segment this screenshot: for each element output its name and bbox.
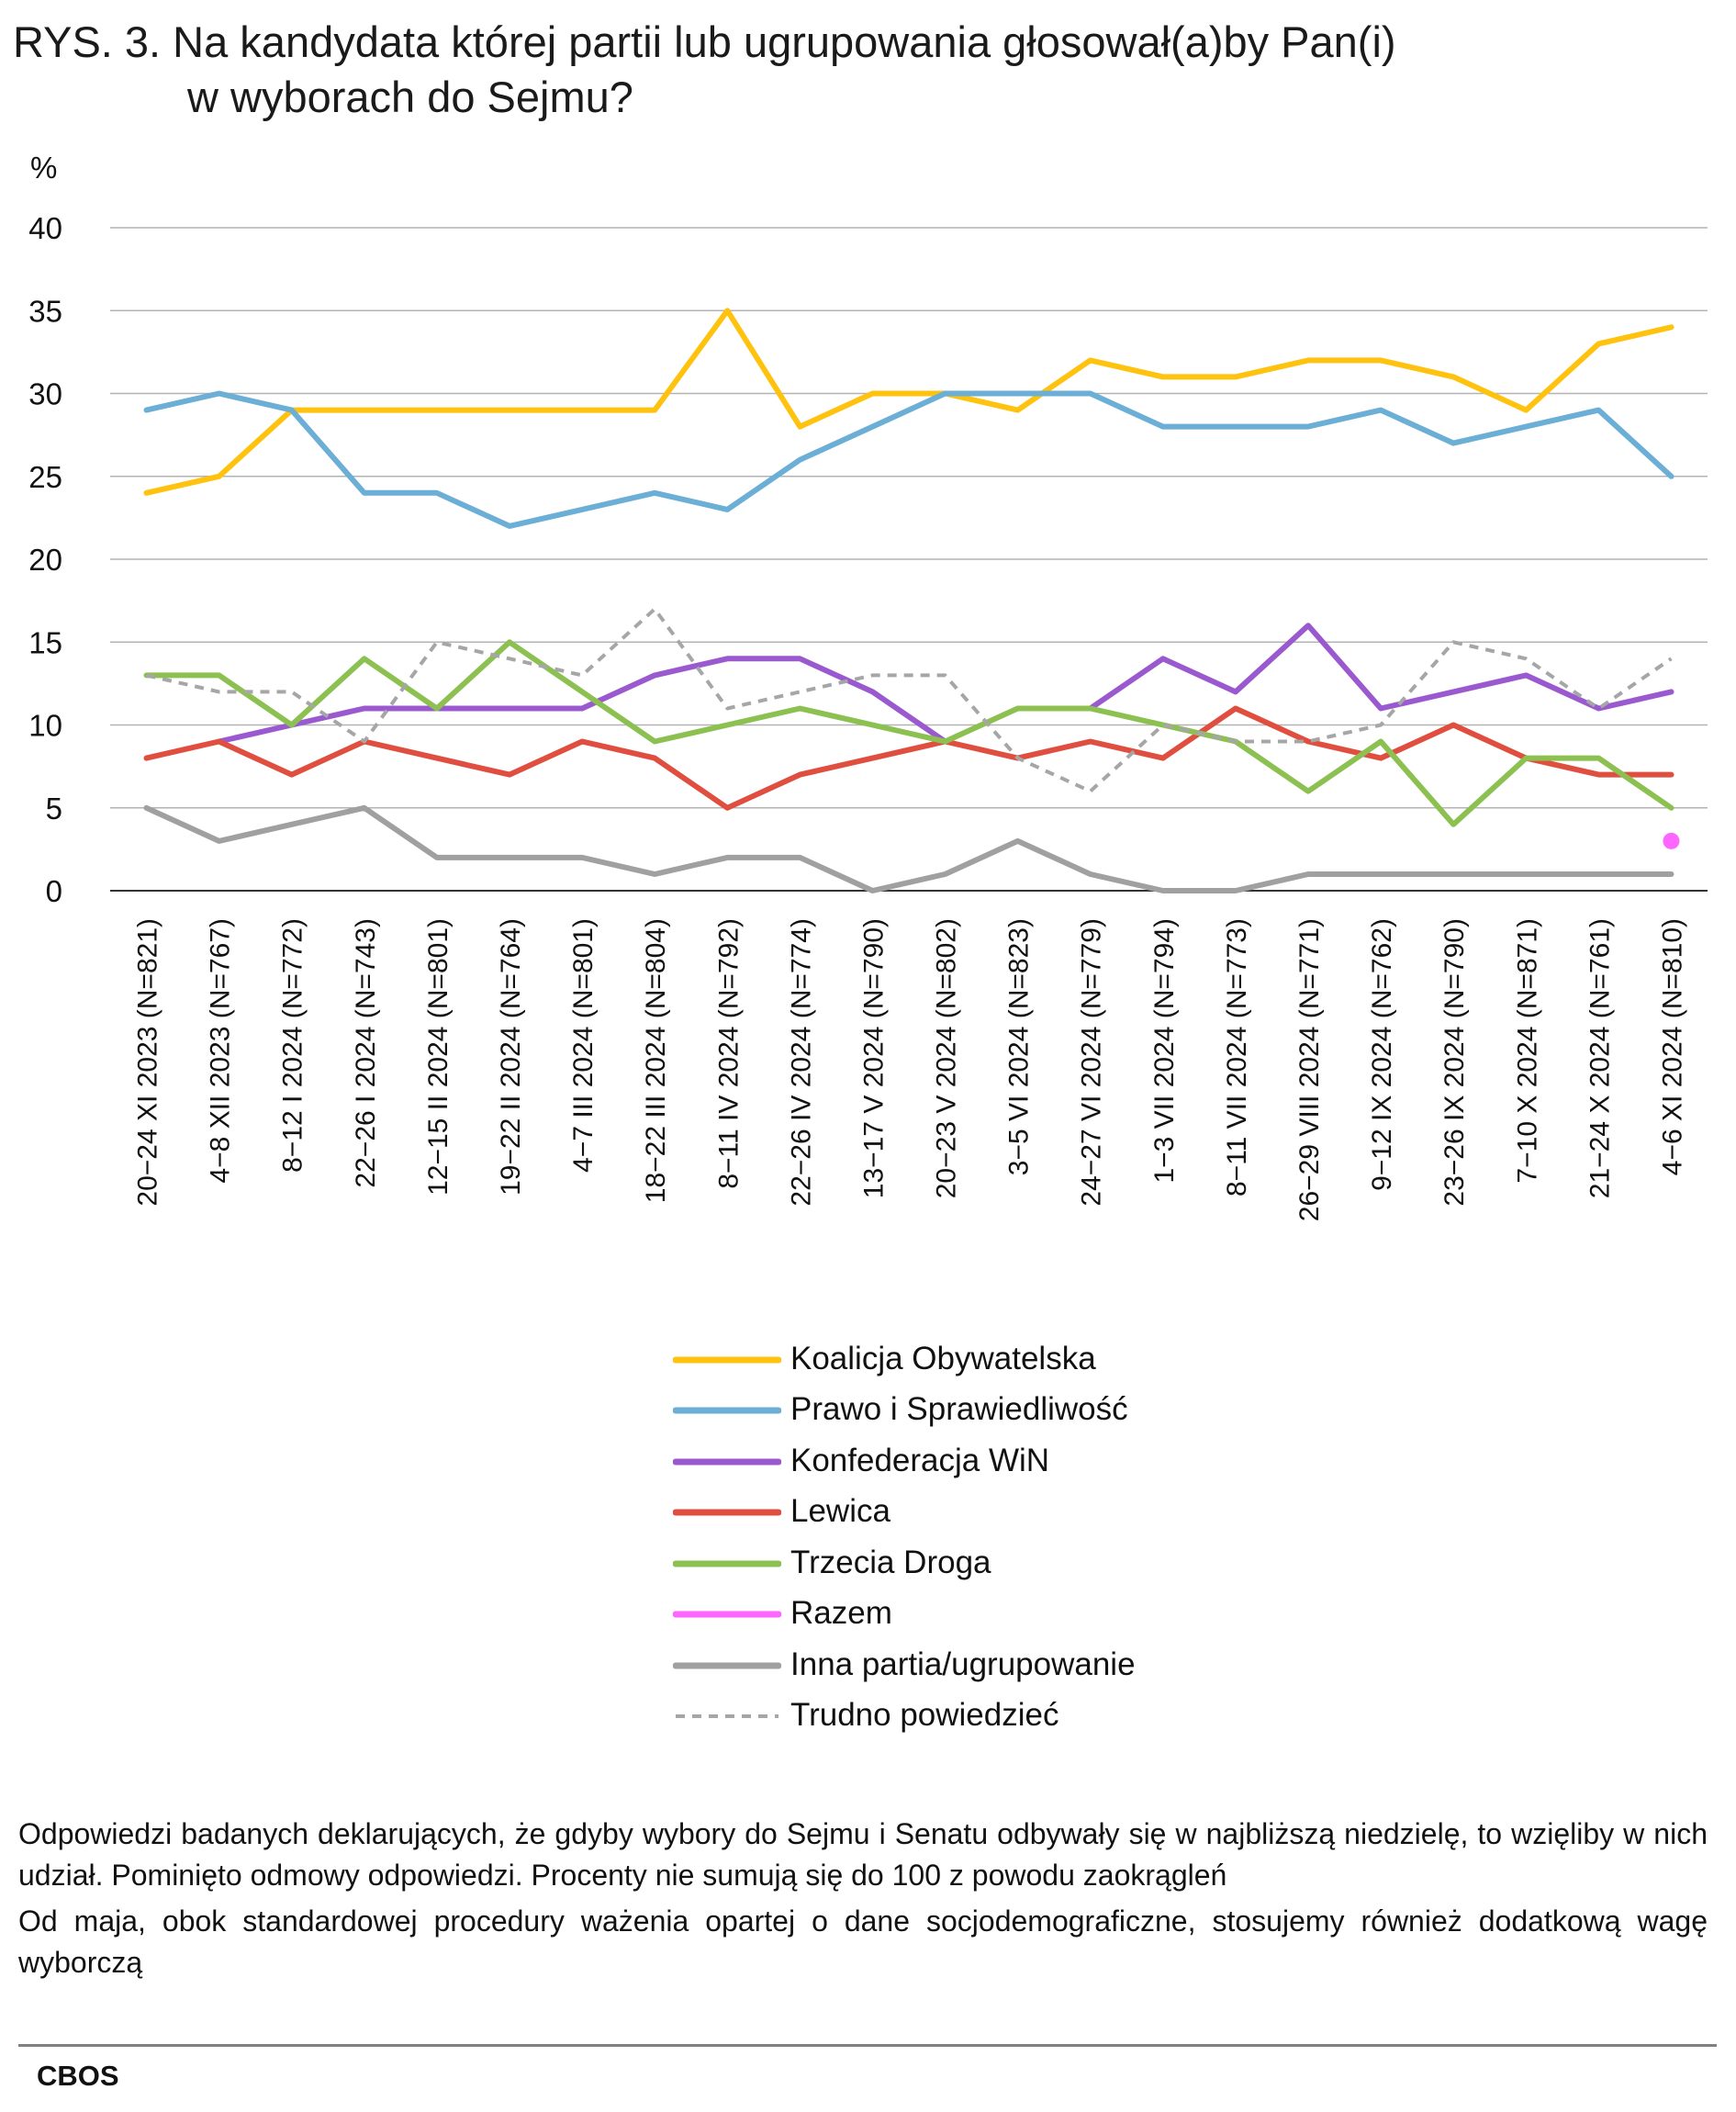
legend-swatch (673, 1356, 781, 1364)
x-tick-label: 24−27 VI 2024 (N=779) (1077, 918, 1107, 1207)
y-tick-label: 0 (46, 874, 62, 908)
x-tick-label: 4−7 III 2024 (N=801) (568, 918, 599, 1173)
series-koalicja-obywatelska (143, 308, 1674, 496)
x-tick-label: 3−5 VI 2024 (N=823) (1004, 918, 1035, 1175)
y-tick-label: 10 (28, 709, 62, 743)
axis-labels: 0 5 10 15 20 25 30 35 40% 20−24 XI 2023 (N=821) 4−… (28, 151, 1687, 1221)
series-inna-partia-ugrupowanie (143, 804, 1674, 893)
x-tick-label: 20−23 V 2024 (N=802) (932, 918, 962, 1198)
legend-swatch (673, 1560, 781, 1567)
legend-item: Lewica (673, 1487, 1136, 1538)
y-tick-label: 35 (28, 294, 62, 328)
y-tick-label: 15 (28, 625, 62, 659)
x-tick-label: 23−26 IX 2024 (N=790) (1439, 918, 1470, 1207)
series-konfederacja-win (216, 623, 1674, 745)
legend-label: Koalicja Obywatelska (790, 1340, 1096, 1376)
legend-item: Trzecia Droga (673, 1537, 1136, 1589)
x-tick-label: 20−24 XI 2023 (N=821) (133, 918, 163, 1207)
y-tick-label: 40 (28, 211, 62, 245)
legend-item: Koalicja Obywatelska (673, 1333, 1136, 1385)
legend-item: Prawo i Sprawiedliwość (673, 1385, 1136, 1436)
series-line (146, 607, 1673, 793)
y-axis-label: % (30, 151, 57, 185)
x-tick-label: 26−29 VIII 2024 (N=771) (1294, 918, 1325, 1221)
title-line-1: RYS. 3. Na kandydata której partii lub u… (13, 17, 1396, 66)
y-tick-label: 5 (46, 792, 62, 826)
legend-label: Inna partia/ugrupowanie (790, 1646, 1136, 1682)
legend-swatch (673, 1458, 781, 1466)
x-tick-label: 22−26 I 2024 (N=743) (351, 918, 381, 1188)
series-lines (143, 308, 1680, 893)
x-tick-label: 9−12 IX 2024 (N=762) (1367, 918, 1397, 1191)
x-tick-label: 12−15 II 2024 (N=801) (423, 918, 454, 1196)
x-tick-label: 21−24 X 2024 (N=761) (1585, 918, 1615, 1198)
legend-swatch (673, 1611, 781, 1618)
y-tick-label: 30 (28, 377, 62, 411)
legend-swatch (673, 1407, 781, 1414)
series-line (143, 308, 1674, 496)
legend-label: Trudno powiedzieć (790, 1697, 1059, 1734)
series-line (143, 804, 1674, 893)
series-lewica (143, 705, 1674, 811)
legend-label: Lewica (790, 1493, 890, 1530)
x-tick-label: 4−8 XII 2023 (N=767) (206, 918, 236, 1184)
series-trudno-powiedzie- (146, 607, 1673, 793)
chart-legend: Koalicja Obywatelska Prawo i Sprawiedliwo… (673, 1333, 1136, 1741)
legend-swatch (673, 1509, 781, 1516)
legend-item: Trudno powiedzieć (673, 1691, 1136, 1742)
data-point-marker (1663, 832, 1680, 849)
footer-divider (18, 2044, 1717, 2047)
note-respondents: Odpowiedzi badanych deklarujących, że gd… (18, 1817, 1708, 1892)
series-razem (1663, 832, 1680, 849)
chart-title: RYS. 3. Na kandydata której partii lub u… (13, 15, 1396, 125)
x-tick-label: 19−22 II 2024 (N=764) (496, 918, 526, 1196)
series-prawo-i-sprawiedliwo- (143, 390, 1674, 529)
series-line (216, 623, 1674, 745)
y-tick-label: 25 (28, 460, 62, 494)
x-tick-label: 4−6 XI 2024 (N=810) (1657, 918, 1687, 1175)
note-weighting: Od maja, obok standardowej procedury waż… (18, 1904, 1708, 1979)
legend-label: Trzecia Droga (790, 1544, 991, 1580)
x-tick-label: 7−10 X 2024 (N=871) (1512, 918, 1542, 1184)
y-tick-label: 20 (28, 543, 62, 577)
grid-lines (110, 227, 1708, 892)
legend-item: Inna partia/ugrupowanie (673, 1639, 1136, 1691)
legend-swatch (676, 1714, 778, 1719)
legend-item: Razem (673, 1589, 1136, 1640)
x-tick-label: 13−17 V 2024 (N=790) (858, 918, 889, 1198)
title-line-2: w wyborach do Sejmu? (187, 73, 633, 121)
legend-label: Razem (790, 1595, 892, 1632)
legend-label: Prawo i Sprawiedliwość (790, 1391, 1128, 1428)
legend-label: Konfederacja WiN (790, 1442, 1050, 1478)
x-tick-label: 1−3 VII 2024 (N=794) (1149, 918, 1180, 1184)
series-line (143, 390, 1674, 529)
legend-item: Konfederacja WiN (673, 1435, 1136, 1487)
legend-swatch (673, 1662, 781, 1669)
x-tick-label: 22−26 IV 2024 (N=774) (786, 918, 816, 1207)
x-tick-label: 8−12 I 2024 (N=772) (278, 918, 308, 1173)
series-line (143, 705, 1674, 811)
x-tick-label: 8−11 VII 2024 (N=773) (1222, 918, 1252, 1196)
series-line (143, 639, 1674, 827)
source-label: CBOS (37, 2060, 119, 2092)
x-tick-label: 8−11 IV 2024 (N=792) (713, 918, 744, 1189)
line-chart: 0 5 10 15 20 25 30 35 40% 20−24 XI 2023 (N=821) 4−… (28, 151, 1708, 1221)
x-tick-label: 18−22 III 2024 (N=804) (641, 918, 671, 1203)
series-trzecia-droga (143, 639, 1674, 827)
